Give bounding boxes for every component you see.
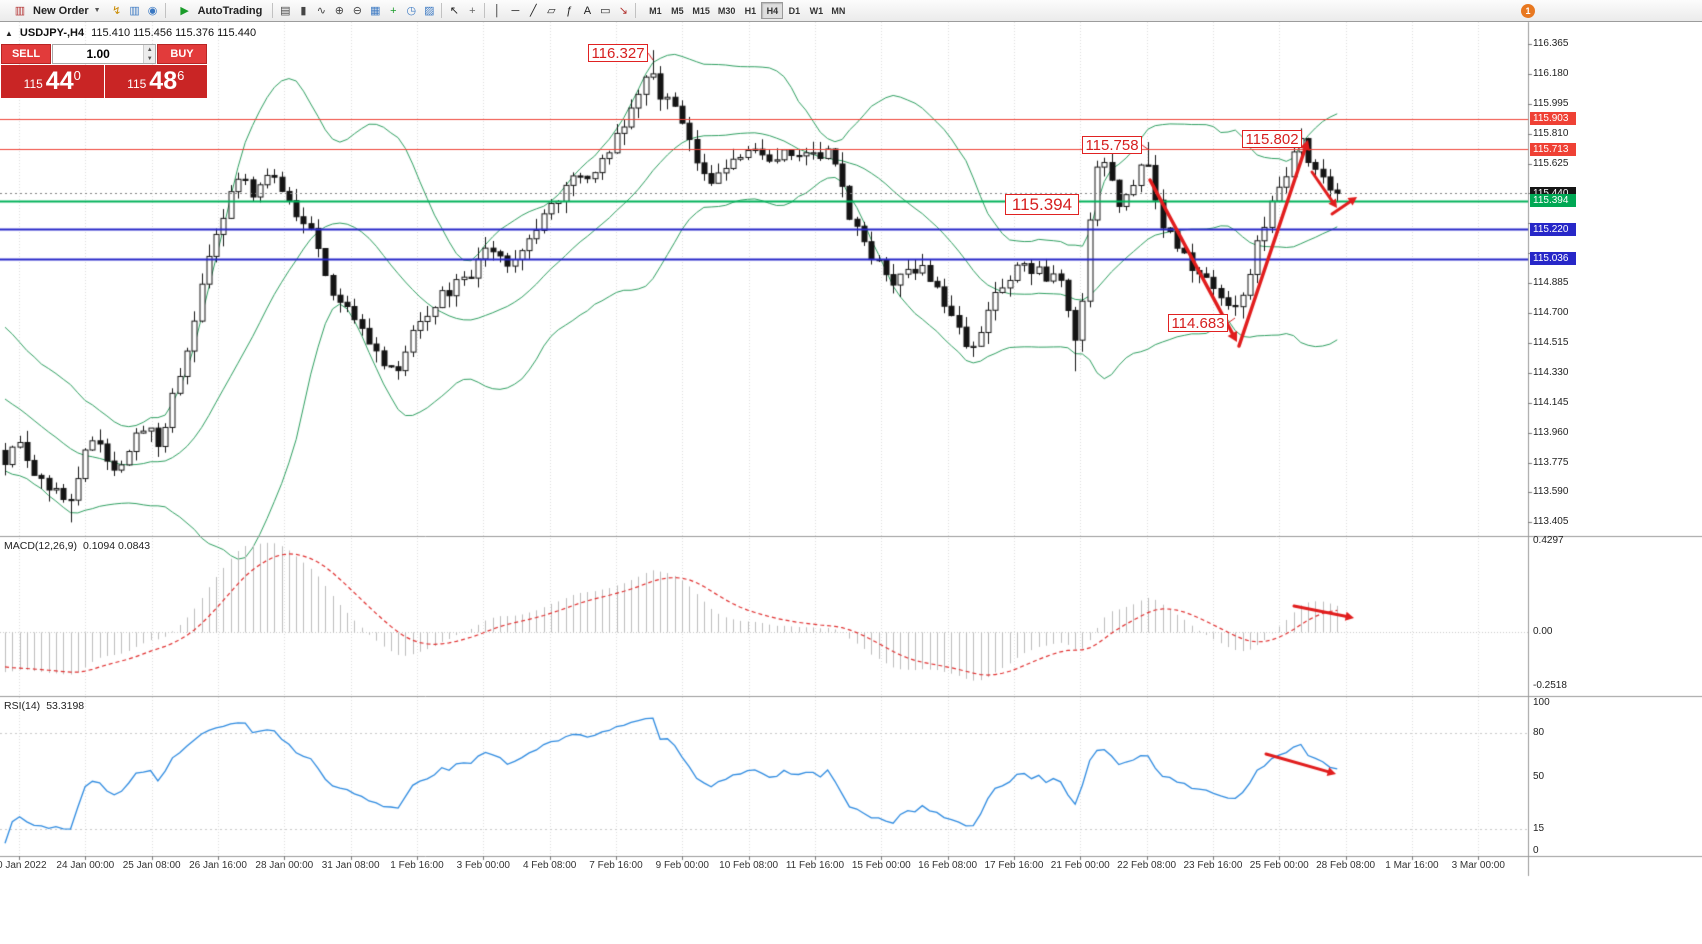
rsi-indicator-label: RSI(14) 53.3198 bbox=[4, 700, 84, 712]
indicators-icon[interactable]: + bbox=[390, 4, 397, 17]
rsi-value: 53.3198 bbox=[46, 700, 85, 712]
volume-spinner: ▲ ▼ bbox=[143, 45, 155, 63]
volume-decrease-button[interactable]: ▼ bbox=[144, 54, 155, 63]
label-icon[interactable]: ▭ bbox=[600, 5, 611, 17]
buy-price-big: 48 bbox=[149, 67, 178, 95]
buy-price-display[interactable]: 115 48 6 bbox=[104, 65, 207, 98]
timeframe-button-mn[interactable]: MN bbox=[831, 5, 846, 16]
tile-windows-icon[interactable]: ▦ bbox=[370, 5, 381, 17]
timeframe-button-m5[interactable]: M5 bbox=[671, 5, 684, 16]
macd-indicator-label: MACD(12,26,9) 0.1094 0.0843 bbox=[4, 540, 150, 552]
autotrading-button[interactable]: ▶ AutoTrading bbox=[169, 1, 270, 21]
text-icon[interactable]: A bbox=[583, 4, 592, 17]
templates-icon[interactable]: ▨ bbox=[424, 5, 435, 17]
symbol-triangle-icon[interactable]: ▲ bbox=[5, 29, 13, 38]
buy-button[interactable]: BUY bbox=[157, 44, 207, 64]
timeframe-button-m15[interactable]: M15 bbox=[692, 5, 710, 16]
chart-title: ▲ USDJPY-,H4 115.410 115.456 115.376 115… bbox=[5, 27, 256, 39]
horizontal-line-icon[interactable]: ─ bbox=[511, 4, 520, 17]
sell-price-main: 115 bbox=[23, 77, 43, 91]
zoom-out-icon[interactable]: ⊖ bbox=[352, 5, 362, 17]
arrows-icon[interactable]: ↘ bbox=[618, 5, 628, 17]
toolbar-group-chart: ▤ ▮ ∿ ⊕ ⊖ ▦ + ◷ ▨ bbox=[276, 3, 438, 19]
timeframe-button-m1[interactable]: M1 bbox=[649, 5, 662, 16]
bar-chart-icon[interactable]: ▤ bbox=[280, 5, 291, 17]
timeframe-button-m30[interactable]: M30 bbox=[717, 5, 736, 16]
rsi-name: RSI(14) bbox=[4, 700, 41, 712]
market-watch-icon[interactable]: ▥ bbox=[129, 5, 140, 17]
toolbar-separator bbox=[164, 3, 166, 18]
crosshair-icon[interactable]: + bbox=[469, 4, 476, 17]
fibonacci-icon[interactable]: ƒ bbox=[566, 4, 573, 17]
sell-price-display[interactable]: 115 44 0 bbox=[1, 65, 104, 98]
cursor-icon[interactable]: ↖ bbox=[449, 5, 459, 17]
buy-price-sup: 6 bbox=[177, 68, 185, 83]
timeframe-button-d1[interactable]: D1 bbox=[788, 5, 801, 16]
toolbar-separator bbox=[635, 3, 637, 18]
main-toolbar: ▥ New Order ▼ ↯ ▥ ◉ ▶ AutoTrading ▤ ▮ ∿ ⊕ ⊖ ▦ + ◷… bbox=[0, 0, 1702, 22]
timeframe-button-w1[interactable]: W1 bbox=[809, 5, 824, 16]
candlestick-chart-icon[interactable]: ▮ bbox=[300, 5, 307, 17]
periods-icon[interactable]: ◷ bbox=[406, 5, 417, 17]
sell-price-big: 44 bbox=[45, 67, 74, 95]
sell-button[interactable]: SELL bbox=[1, 44, 51, 64]
volume-input[interactable] bbox=[53, 45, 144, 63]
toolbar-separator bbox=[484, 3, 486, 18]
buy-price-main: 115 bbox=[127, 77, 147, 91]
new-order-button[interactable]: ▥ New Order ▼ bbox=[4, 1, 108, 21]
channel-icon[interactable]: ▱ bbox=[547, 5, 556, 17]
toolbar-separator bbox=[441, 3, 443, 18]
timeframe-button-h4[interactable]: H4 bbox=[761, 2, 784, 19]
zoom-in-icon[interactable]: ⊕ bbox=[334, 5, 344, 17]
sell-price-sup: 0 bbox=[73, 68, 81, 83]
volume-increase-button[interactable]: ▲ bbox=[144, 45, 155, 54]
autotrading-label: AutoTrading bbox=[197, 4, 263, 17]
chart-ohlc-values: 115.410 115.456 115.376 115.440 bbox=[91, 27, 257, 39]
autotrading-play-icon: ▶ bbox=[180, 5, 189, 17]
trendline-icon[interactable]: ╱ bbox=[530, 5, 537, 17]
vertical-line-icon[interactable]: │ bbox=[493, 4, 501, 17]
toolbar-group-panels: ↯ ▥ ◉ bbox=[108, 3, 162, 19]
timeframe-button-h1[interactable]: H1 bbox=[744, 5, 757, 16]
timeframe-toolbar: M1 M5 M15 M30 H1 H4 D1 W1 MN bbox=[644, 2, 849, 19]
notifications-badge[interactable]: 1 bbox=[1521, 4, 1535, 18]
new-order-icon: ▥ bbox=[14, 5, 26, 17]
toolbar-group-objects: │ ─ ╱ ▱ ƒ A ▭ ↘ bbox=[488, 3, 632, 19]
macd-values: 0.1094 0.0843 bbox=[82, 540, 151, 552]
macd-name: MACD(12,26,9) bbox=[4, 540, 77, 552]
expert-advisors-icon[interactable]: ↯ bbox=[111, 5, 122, 17]
chart-symbol-period: USDJPY-,H4 bbox=[19, 27, 85, 39]
line-chart-icon[interactable]: ∿ bbox=[316, 5, 326, 17]
navigator-icon[interactable]: ◉ bbox=[147, 5, 158, 17]
volume-field: ▲ ▼ bbox=[52, 44, 156, 64]
new-order-label: New Order bbox=[33, 4, 89, 17]
toolbar-separator bbox=[272, 3, 274, 18]
chevron-down-icon: ▼ bbox=[93, 7, 101, 14]
toolbar-group-cursor: ↖ + bbox=[445, 3, 481, 19]
